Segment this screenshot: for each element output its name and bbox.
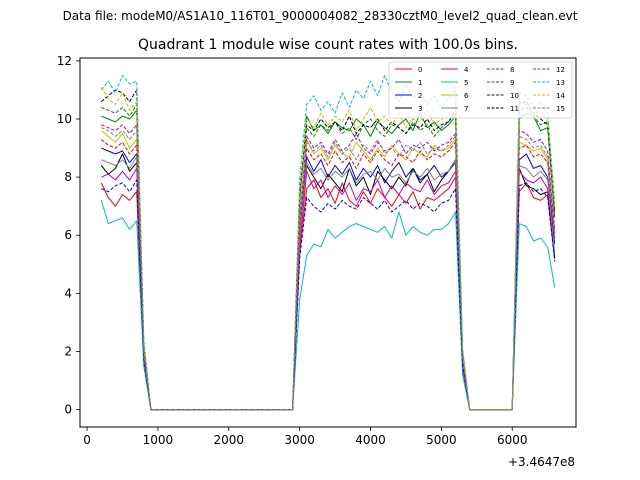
legend-label-9: 9 bbox=[510, 79, 514, 87]
axes-background bbox=[80, 58, 576, 427]
legend-label-0: 0 bbox=[418, 66, 422, 74]
y-tick-label: 0 bbox=[64, 403, 72, 417]
series-line-9 bbox=[101, 104, 556, 411]
y-tick-label: 2 bbox=[64, 344, 72, 358]
plot-area bbox=[79, 57, 577, 428]
legend-label-2: 2 bbox=[418, 92, 422, 100]
legend-label-10: 10 bbox=[510, 92, 519, 100]
legend-label-1: 1 bbox=[418, 79, 422, 87]
x-axis-ticks: 0 1000 2000 3000 4000 5000 6000 bbox=[83, 427, 528, 447]
file-suptitle: Data file: modeM0/AS1A10_116T01_90000040… bbox=[63, 9, 578, 23]
x-tick-label: 4000 bbox=[355, 433, 386, 447]
x-tick-label: 2000 bbox=[214, 433, 245, 447]
legend-label-6: 6 bbox=[464, 92, 469, 100]
x-tick-label: 5000 bbox=[426, 433, 457, 447]
legend-label-11: 11 bbox=[510, 105, 519, 113]
legend-label-4: 4 bbox=[464, 66, 469, 74]
legend-label-15: 15 bbox=[556, 105, 565, 113]
y-tick-label: 10 bbox=[57, 112, 72, 126]
x-tick-label: 6000 bbox=[497, 433, 528, 447]
y-tick-label: 6 bbox=[64, 228, 72, 242]
y-tick-label: 12 bbox=[57, 54, 72, 68]
chart-title: Quadrant 1 module wise count rates with … bbox=[138, 37, 518, 53]
legend-label-12: 12 bbox=[556, 66, 565, 74]
legend-label-3: 3 bbox=[418, 105, 422, 113]
y-axis-ticks: 0 2 4 6 8 10 12 bbox=[57, 54, 80, 417]
legend-label-8: 8 bbox=[510, 66, 514, 74]
legend-label-14: 14 bbox=[556, 92, 565, 100]
series-layer bbox=[100, 74, 556, 411]
x-tick-label: 3000 bbox=[284, 433, 315, 447]
legend-label-13: 13 bbox=[556, 79, 565, 87]
legend-box bbox=[388, 61, 573, 119]
x-tick-label: 0 bbox=[83, 433, 91, 447]
series-line-15 bbox=[101, 127, 556, 411]
legend-label-5: 5 bbox=[464, 79, 468, 87]
x-tick-label: 1000 bbox=[143, 433, 174, 447]
x-offset-label: +3.4647e8 bbox=[508, 455, 575, 469]
legend-label-7: 7 bbox=[464, 105, 468, 113]
y-tick-label: 4 bbox=[64, 286, 72, 300]
y-tick-label: 8 bbox=[64, 170, 72, 184]
axes-frame bbox=[79, 57, 577, 428]
